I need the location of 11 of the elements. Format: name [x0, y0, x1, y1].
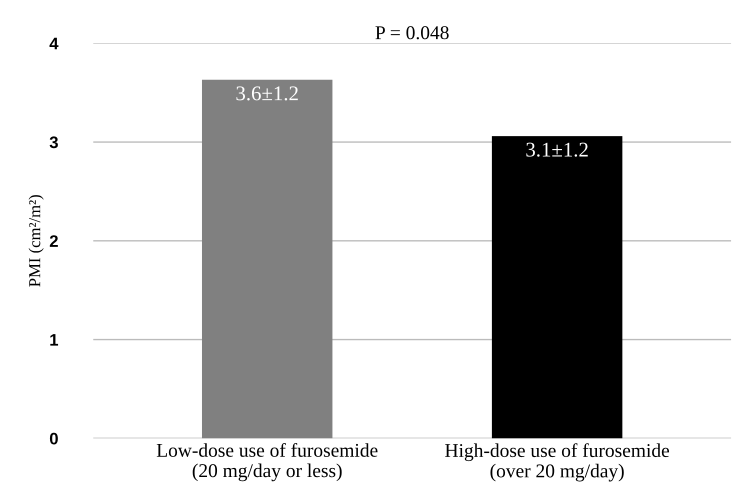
y-tick-label: 4 [50, 38, 58, 50]
y-tick-label: 3 [50, 136, 58, 148]
x-tick-label: High-dose use of furosemide (over 20 mg/day) [445, 443, 670, 482]
y-tick-label: 2 [50, 235, 58, 247]
data-label: 3.6±1.2 [236, 86, 298, 100]
y-tick-label: 1 [50, 334, 58, 346]
y-axis-title: PMI (cm²/m²) [28, 195, 44, 287]
y-tick-label: 0 [50, 432, 58, 445]
data-label: 3.1±1.2 [526, 142, 588, 157]
x-tick-label: Low-dose use of furosemide (20 mg/day or less) [156, 443, 378, 482]
chart-title: P = 0.048 [375, 26, 449, 40]
